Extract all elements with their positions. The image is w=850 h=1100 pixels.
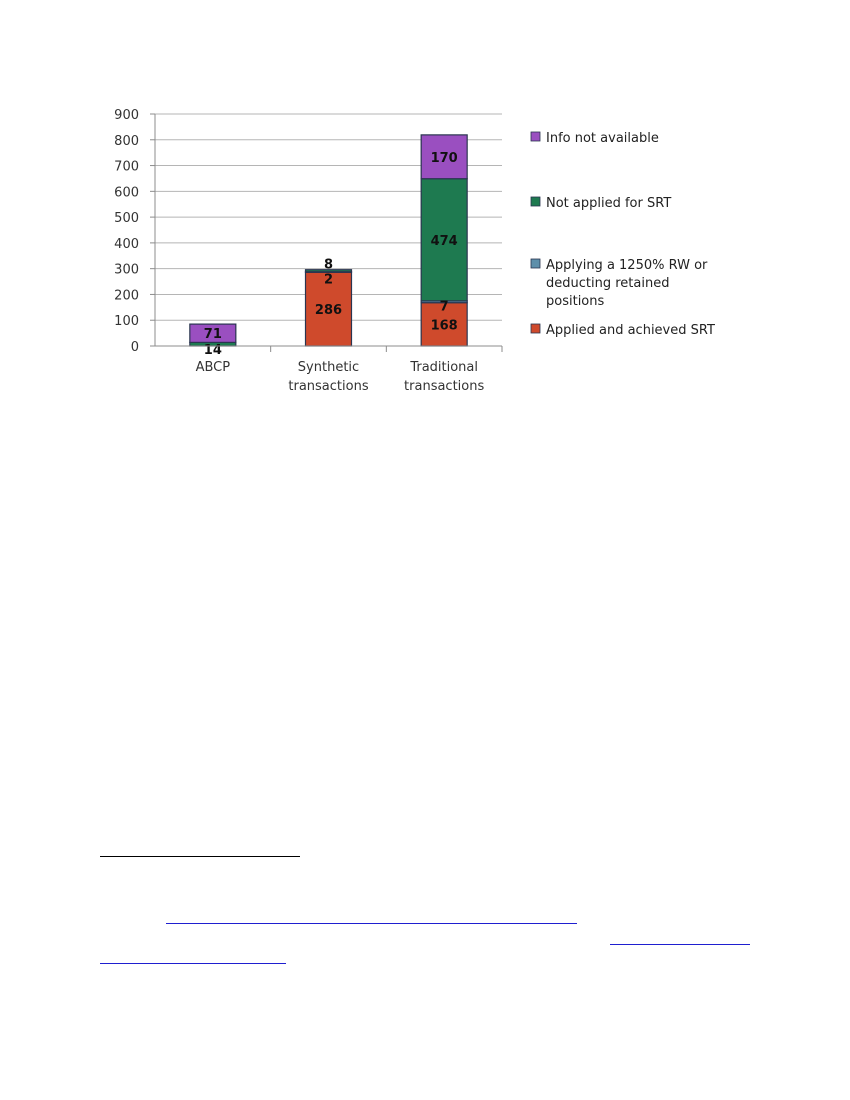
bar-segment [420,302,468,347]
y-tick-label: 0 [131,340,139,355]
footnote-link[interactable] [610,944,750,945]
data-label: 71 [204,327,222,342]
y-tick-label: 700 [114,160,139,175]
bar-segment [304,269,353,273]
axes: 0 100 200 300 400 500 600 700 800 900 ABCP Syntheti… [114,108,503,394]
gridlines [155,113,502,321]
y-tick-label: 500 [114,211,139,226]
legend-swatch [530,323,541,334]
data-label: 286 [315,303,342,318]
y-tick-label: 600 [114,185,139,200]
bar-segment [420,134,468,180]
bar-segment [189,323,237,343]
legend-label: Applied and achieved SRT [546,323,715,338]
y-tick-label: 100 [114,314,139,329]
data-label: 2 [324,272,333,287]
legend-label: Info not available [546,131,659,146]
legend-swatch [530,131,541,142]
x-tick-label: Synthetic [298,360,359,375]
legend-label: Applying a 1250% RW or [546,258,708,273]
bar-segment [420,178,468,302]
y-tick-label: 800 [114,134,139,149]
footnote-link[interactable] [100,963,286,964]
legend-label: Not applied for SRT [546,196,671,211]
legend-swatch [530,196,541,207]
data-label: 168 [431,318,458,333]
y-tick-label: 400 [114,237,139,252]
x-tick-label: transactions [404,379,484,394]
x-tick-label: ABCP [196,360,231,375]
x-tick-label: transactions [288,379,368,394]
legend-label: positions [546,294,604,309]
y-tick-label: 200 [114,288,139,303]
footnote-separator [100,856,300,857]
y-tick-label: 300 [114,263,139,278]
legend-label: deducting retained [546,276,669,291]
y-tick-label: 900 [114,108,139,123]
x-tick-label: Traditional [409,360,478,375]
footnote-link[interactable] [166,923,577,924]
data-label: 7 [440,300,449,315]
bars [189,134,468,347]
data-label: 170 [431,151,458,166]
legend: Info not available Not applied for SRT App… [530,131,715,338]
data-label: 474 [431,234,458,249]
legend-swatch [530,258,541,269]
data-label: 14 [204,343,222,358]
data-label: 8 [324,258,333,273]
